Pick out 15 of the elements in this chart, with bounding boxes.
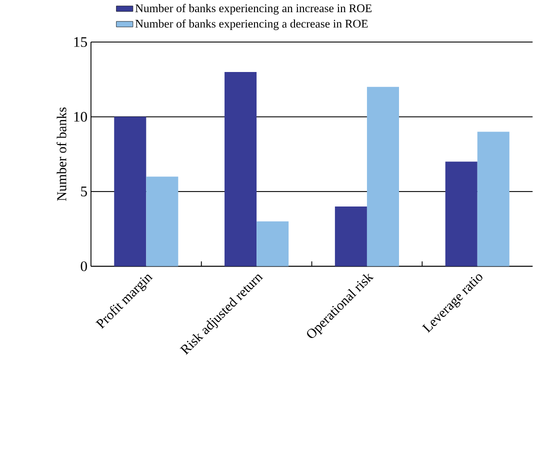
y-tick-label: 0 [80,262,87,272]
bar [256,222,289,266]
legend-label: Number of banks experiencing an increase in ROE [135,4,372,15]
bar [366,87,399,266]
bar [445,162,478,266]
bar [334,206,367,266]
y-axis-title: Number of banks [56,108,66,202]
legend-label: Number of banks experiencing a decrease in ROE [135,20,368,30]
bar [146,176,178,266]
y-tick-label: 5 [81,186,87,197]
bar [114,117,146,266]
bar [224,72,257,266]
bar [477,132,510,266]
y-tick-label: 15 [74,37,87,48]
y-tick-label: 10 [74,112,87,122]
